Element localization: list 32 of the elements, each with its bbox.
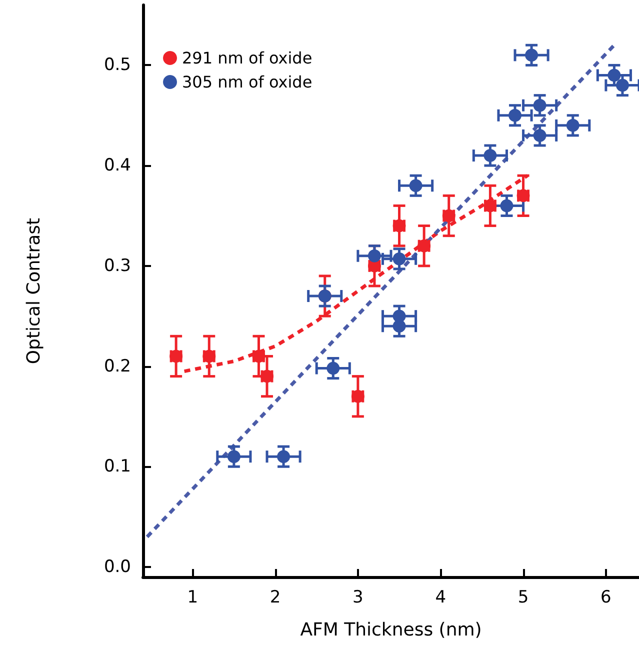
point — [484, 149, 497, 162]
y-tick-label: 0.2 — [104, 356, 131, 376]
x-axis-title: AFM Thickness (nm) — [300, 620, 482, 640]
y-tick-label: 0.0 — [104, 556, 131, 577]
point — [326, 362, 340, 375]
point — [392, 252, 406, 266]
y-tick-label: 0.5 — [104, 55, 131, 76]
point — [277, 450, 290, 464]
x-tick-label: 4 — [435, 588, 446, 608]
point — [500, 199, 514, 212]
point — [227, 450, 240, 464]
x-tick-label: 2 — [270, 588, 281, 608]
point — [616, 78, 629, 92]
point — [533, 128, 546, 142]
legend-label: 305 nm of oxide — [182, 72, 312, 92]
point — [392, 320, 406, 333]
point — [533, 98, 546, 112]
point — [508, 108, 522, 122]
y-tick-label: 0.3 — [104, 256, 131, 276]
y-tick-label: 0.4 — [104, 156, 131, 176]
point — [566, 118, 580, 132]
point — [525, 48, 538, 62]
x-tick-label: 1 — [187, 588, 198, 608]
point — [409, 179, 422, 192]
legend-label: 291 nm of oxide — [182, 48, 312, 68]
x-tick-label: 5 — [518, 588, 529, 608]
x-tick-label: 3 — [352, 588, 364, 608]
y-axis-title: Optical Contrast — [24, 218, 44, 364]
point — [368, 249, 381, 262]
point — [608, 68, 621, 82]
y-tick-label: 0.1 — [104, 456, 131, 477]
x-tick-label: 6 — [600, 588, 612, 608]
